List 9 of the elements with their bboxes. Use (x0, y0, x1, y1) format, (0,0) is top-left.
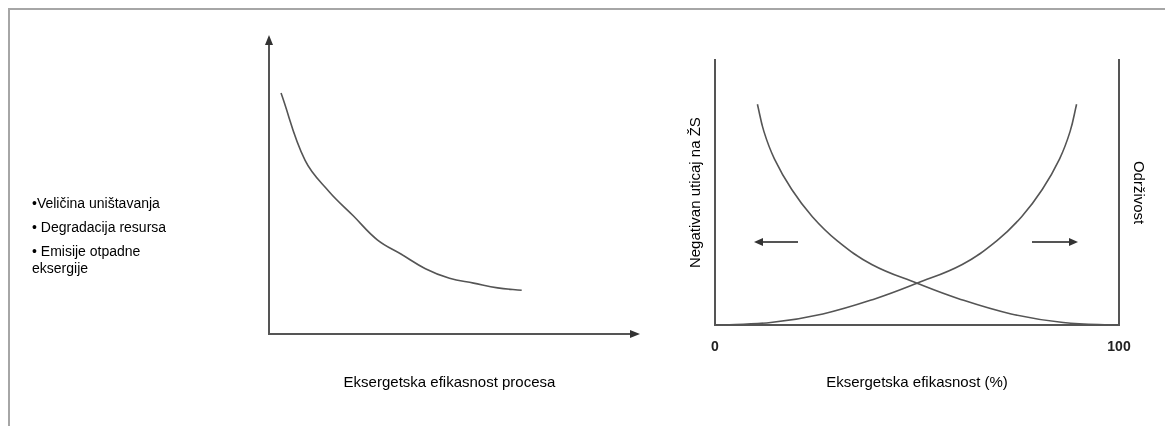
y-axis-title: Negativan uticaj na ŽS (686, 117, 704, 269)
x-tick-label: 100 (1107, 338, 1131, 355)
text: • Emisije otpadne eksergije (32, 243, 142, 277)
y2-axis-title: Održivost (1130, 160, 1148, 226)
x-axis-title: Eksergetska efikasnost procesa (343, 373, 557, 391)
x-axis-title: Eksergetska efikasnost (%) (826, 373, 1008, 391)
text: • Degradacija resursa (32, 219, 168, 236)
text: •Veličina uništavanja (32, 195, 161, 212)
x-tick-label: 0 (711, 338, 720, 355)
